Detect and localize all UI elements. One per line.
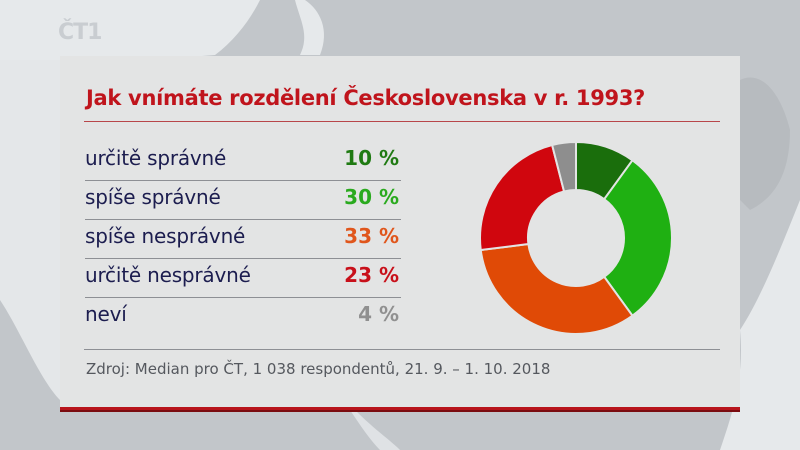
ct1-logo-icon: ČT1 — [58, 20, 102, 45]
source-note: Zdroj: Median pro ČT, 1 038 respondentů,… — [86, 360, 551, 378]
result-value: 30 % — [344, 185, 399, 209]
result-row: spíše správné 30 % — [85, 181, 401, 220]
donut-chart — [479, 140, 673, 335]
result-value: 10 % — [344, 146, 399, 170]
result-label: neví — [85, 302, 127, 326]
donut-segment — [550, 140, 577, 193]
result-row: určitě nesprávné 23 % — [85, 259, 401, 298]
result-label: určitě nesprávné — [85, 263, 251, 287]
result-row: spíše nesprávné 33 % — [85, 220, 401, 259]
result-row: neví 4 % — [85, 298, 401, 336]
donut-segment — [602, 158, 673, 318]
result-label: určitě správné — [85, 146, 227, 170]
footer-divider — [84, 349, 720, 350]
panel-title: Jak vnímáte rozdělení Československa v r… — [86, 86, 646, 110]
survey-panel: Jak vnímáte rozdělení Československa v r… — [60, 56, 740, 410]
results-table: určitě správné 10 % spíše správné 30 % s… — [85, 142, 401, 336]
result-value: 4 % — [358, 302, 399, 326]
result-label: spíše správné — [85, 185, 221, 209]
title-divider — [84, 121, 720, 122]
result-value: 33 % — [344, 224, 399, 248]
result-label: spíše nesprávné — [85, 224, 246, 248]
donut-segment — [479, 143, 566, 252]
donut-segment — [479, 242, 634, 335]
result-value: 23 % — [344, 263, 399, 287]
result-row: určitě správné 10 % — [85, 142, 401, 181]
channel-logo: ČT1 — [58, 20, 102, 45]
